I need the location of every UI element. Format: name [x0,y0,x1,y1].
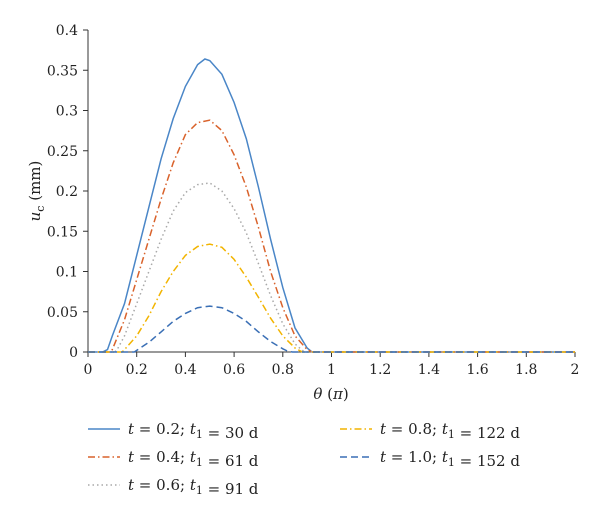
legend: t = 0.2; t1 = 30 d t = 0.4; t1 = 61 d t = … [88,420,520,498]
y-ticks: 0 0.05 0.1 0.15 0.2 0.25 0.3 0.35 0.4 [47,23,88,361]
y-tick-label: 0.15 [47,224,78,240]
y-tick-label: 0.2 [56,184,78,200]
x-tick-label: 1.8 [515,362,537,378]
legend-item: t = 0.2; t1 = 30 d [88,420,259,442]
series-lines [88,58,575,353]
x-axis-label: θ (π) [313,385,348,403]
legend-label: t = 1.0; t1 = 152 d [380,448,520,470]
legend-label: t = 0.8; t1 = 122 d [380,420,520,442]
x-tick-label: 2 [571,362,580,378]
series-line-4 [88,243,575,353]
x-tick-label: 1.6 [466,362,488,378]
y-axis-label: uc (mm) [26,161,47,222]
legend-label: t = 0.4; t1 = 61 d [128,448,259,470]
y-tick-label: 0.4 [56,23,78,39]
x-tick-label: 1.4 [418,362,440,378]
legend-item: t = 0.4; t1 = 61 d [88,448,259,470]
x-tick-label: 0.8 [272,362,294,378]
x-ticks: 0 0.2 0.4 0.6 0.8 1 1.2 1.4 1.6 1.8 2 [84,352,580,378]
x-tick-label: 0.2 [126,362,148,378]
y-tick-label: 0.35 [47,63,78,79]
x-tick-label: 0.6 [223,362,245,378]
series-line-1 [88,58,575,353]
legend-item: t = 0.6; t1 = 91 d [88,476,259,498]
x-tick-label: 0 [84,362,93,378]
legend-label: t = 0.6; t1 = 91 d [128,476,259,498]
series-line-5 [88,305,575,353]
plot-area: 0 0.2 0.4 0.6 0.8 1 1.2 1.4 1.6 1.8 2 0 0.05 0.1 0.15… [47,23,580,378]
x-tick-label: 1.2 [369,362,391,378]
legend-label: t = 0.2; t1 = 30 d [128,420,259,442]
y-tick-label: 0.25 [47,144,78,160]
y-tick-label: 0.1 [56,265,78,281]
legend-item: t = 0.8; t1 = 122 d [340,420,520,442]
series-line-2 [88,119,575,353]
y-tick-label: 0 [69,345,78,361]
x-tick-label: 1 [327,362,336,378]
legend-item: t = 1.0; t1 = 152 d [340,448,520,470]
y-tick-label: 0.3 [56,104,78,120]
y-tick-label: 0.05 [47,305,78,321]
x-tick-label: 0.4 [174,362,196,378]
series-line-3 [88,182,575,353]
